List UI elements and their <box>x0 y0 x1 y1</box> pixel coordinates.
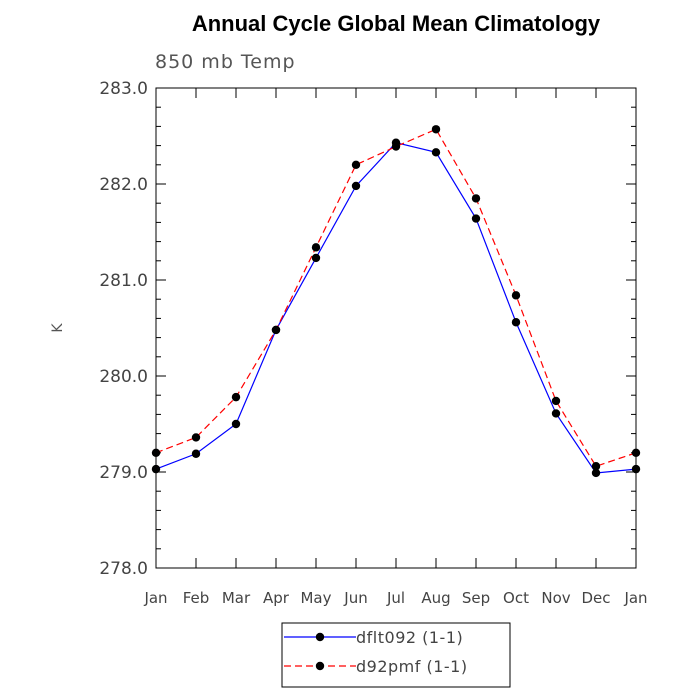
y-tick-label: 280.0 <box>99 367 148 387</box>
legend-marker-1 <box>315 632 325 642</box>
series-2-point <box>191 433 201 442</box>
plot-frame <box>155 87 637 569</box>
series-2-point <box>311 243 321 252</box>
series-2-point <box>231 392 241 402</box>
legend-box <box>281 622 511 688</box>
series-line-2 <box>155 128 637 467</box>
series-2-point <box>351 160 361 169</box>
y-axis-label: K <box>50 323 66 333</box>
y-tick-label: 281.0 <box>99 271 148 291</box>
x-tick-label: Aug <box>421 589 450 607</box>
x-tick-label: Jun <box>343 589 367 607</box>
y-tick-label: 279.0 <box>99 463 148 483</box>
x-tick-label: Jul <box>386 589 405 607</box>
series-2-point <box>511 291 521 300</box>
series-1-point <box>471 214 481 223</box>
legend-label-2: d92pmf (1-1) <box>356 657 468 676</box>
legend-label-1: dflt092 (1-1) <box>356 628 463 647</box>
chart-subtitle: 850 mb Temp <box>155 51 296 73</box>
series-1-point <box>311 253 321 263</box>
series-2-point <box>151 448 161 457</box>
series-1-point <box>151 464 161 474</box>
series-2-point <box>431 125 441 134</box>
chart-title: Annual Cycle Global Mean Climatology <box>192 11 601 36</box>
series-2-point <box>631 448 641 457</box>
y-tick-label: 278.0 <box>99 559 148 579</box>
series-2-point <box>591 462 601 471</box>
series-2-point <box>271 325 281 335</box>
x-tick-label: Apr <box>263 589 290 607</box>
x-tick-label: Oct <box>503 589 529 607</box>
series-1-point <box>231 419 241 429</box>
series-2-point <box>551 396 561 406</box>
series-1-point <box>351 181 361 191</box>
series-1-point <box>551 409 561 418</box>
series-line-1 <box>155 142 637 474</box>
series-1-point <box>591 468 601 478</box>
x-tick-label: Nov <box>541 589 570 607</box>
series-1-point <box>191 449 201 458</box>
x-tick-label: Jan <box>143 589 167 607</box>
y-tick-label: 282.0 <box>99 175 148 195</box>
y-tick-label: 283.0 <box>99 79 148 99</box>
series-2-point <box>391 142 401 151</box>
series-1-point <box>631 464 641 474</box>
x-tick-label: Sep <box>462 589 490 607</box>
x-tick-label: May <box>300 589 331 607</box>
x-tick-label: Jan <box>623 589 647 607</box>
series-2-point <box>471 194 481 203</box>
series-1-point <box>431 148 441 157</box>
series-1-point <box>511 318 521 327</box>
x-tick-label: Dec <box>581 589 610 607</box>
x-tick-label: Mar <box>222 589 251 607</box>
x-tick-label: Feb <box>183 589 210 607</box>
legend-marker-2 <box>315 661 325 671</box>
